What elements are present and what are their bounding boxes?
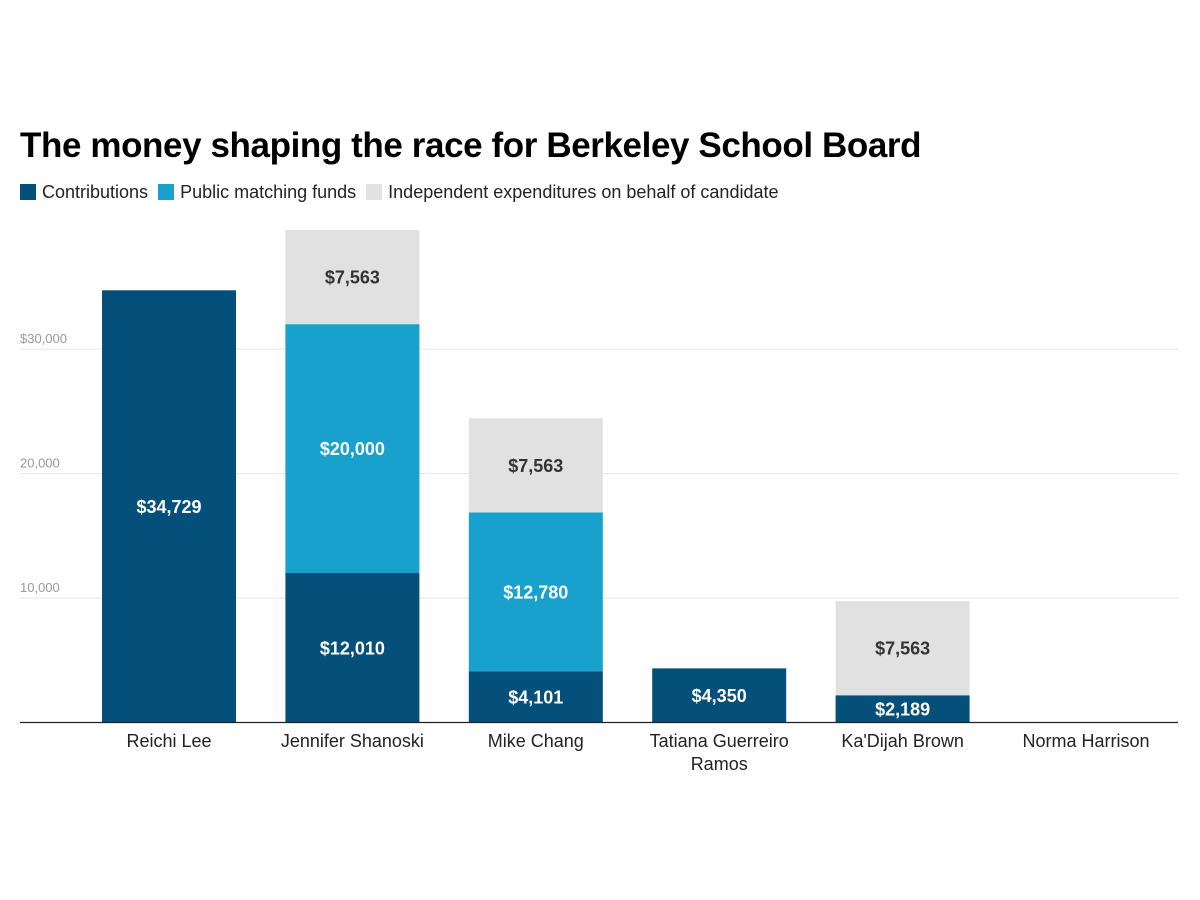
bar-mike-chang-public-matching-funds xyxy=(468,512,603,672)
value-label-jennifer-shanoski-public-matching-funds: $20,000 xyxy=(320,439,385,459)
value-label-mike-chang-contributions: $4,101 xyxy=(508,687,563,707)
legend-swatch-public-matching-funds xyxy=(158,184,175,200)
category-label-norma-harrison: Norma Harrison xyxy=(1022,731,1149,751)
legend-label-contributions: Contributions xyxy=(42,181,149,202)
value-label-reichi-lee-contributions: $34,729 xyxy=(136,497,201,517)
category-labels: Reichi Lee Jennifer Shanoski Mike Chang Tat… xyxy=(126,731,1149,774)
value-label-mike-chang-public-matching-funds: $12,780 xyxy=(503,582,568,602)
legend-item-independent-expenditures: Independent expenditures on behalf of ca… xyxy=(366,181,779,203)
legend-item-contributions: Contributions xyxy=(20,182,148,203)
category-label-mike-chang: Mike Chang xyxy=(488,731,584,751)
category-label-ka-dijah-brown: Ka'Dijah Brown xyxy=(841,731,964,751)
y-tick-label-20000: 20,000 xyxy=(20,456,60,471)
value-label-ka-dijah-brown-contributions: $2,189 xyxy=(875,699,930,719)
bar-ka-dijah-brown-independent-expenditures-on-behalf-of-candidate xyxy=(835,601,970,696)
category-label-tatiana-guerreiro-ramos: Tatiana Guerreiro Ramos xyxy=(650,731,789,774)
bar-reichi-lee-contributions xyxy=(102,290,236,723)
value-label-ka-dijah-brown-independent-expenditures-on-behalf-of-candidate: $7,563 xyxy=(875,639,930,659)
bar-jennifer-shanoski-contributions xyxy=(285,573,420,723)
bar-jennifer-shanoski-independent-expenditures-on-behalf-of-candidate xyxy=(285,230,420,325)
bar-mike-chang-independent-expenditures-on-behalf-of-candidate xyxy=(468,418,603,513)
y-axis-ticks: 10,000 20,000 $30,000 xyxy=(20,331,67,595)
legend-swatch-contributions xyxy=(20,184,36,200)
bar-mike-chang-contributions xyxy=(468,671,603,723)
legend: Contributions Public matching funds Inde… xyxy=(20,181,789,203)
legend-item-public-matching-funds: Public matching funds xyxy=(158,182,356,203)
value-labels: $34,729 $12,010 $20,000 $7,563 $4,101 $12,780… xyxy=(136,268,930,720)
bar-jennifer-shanoski-public-matching-funds xyxy=(285,324,420,574)
y-tick-label-30000: $30,000 xyxy=(20,331,67,346)
value-label-tatiana-guerreiro-ramos-contributions: $4,350 xyxy=(692,686,747,706)
y-tick-label-10000: 10,000 xyxy=(20,580,60,595)
category-label-reichi-lee: Reichi Lee xyxy=(126,731,211,751)
legend-label-independent-expenditures: Independent expenditures on behalf of ca… xyxy=(388,181,779,202)
value-label-jennifer-shanoski-independent-expenditures-on-behalf-of-candidate: $7,563 xyxy=(325,268,380,288)
legend-swatch-independent-expenditures xyxy=(366,184,383,200)
bars xyxy=(102,230,970,723)
legend-label-public-matching-funds: Public matching funds xyxy=(180,181,357,202)
chart-title: The money shaping the race for Berkeley … xyxy=(20,126,922,165)
value-label-mike-chang-independent-expenditures-on-behalf-of-candidate: $7,563 xyxy=(508,456,563,476)
category-label-jennifer-shanoski: Jennifer Shanoski xyxy=(281,731,424,751)
bar-ka-dijah-brown-contributions xyxy=(835,695,970,723)
bar-tatiana-guerreiro-ramos-contributions xyxy=(652,668,787,723)
value-label-jennifer-shanoski-contributions: $12,010 xyxy=(320,638,385,658)
